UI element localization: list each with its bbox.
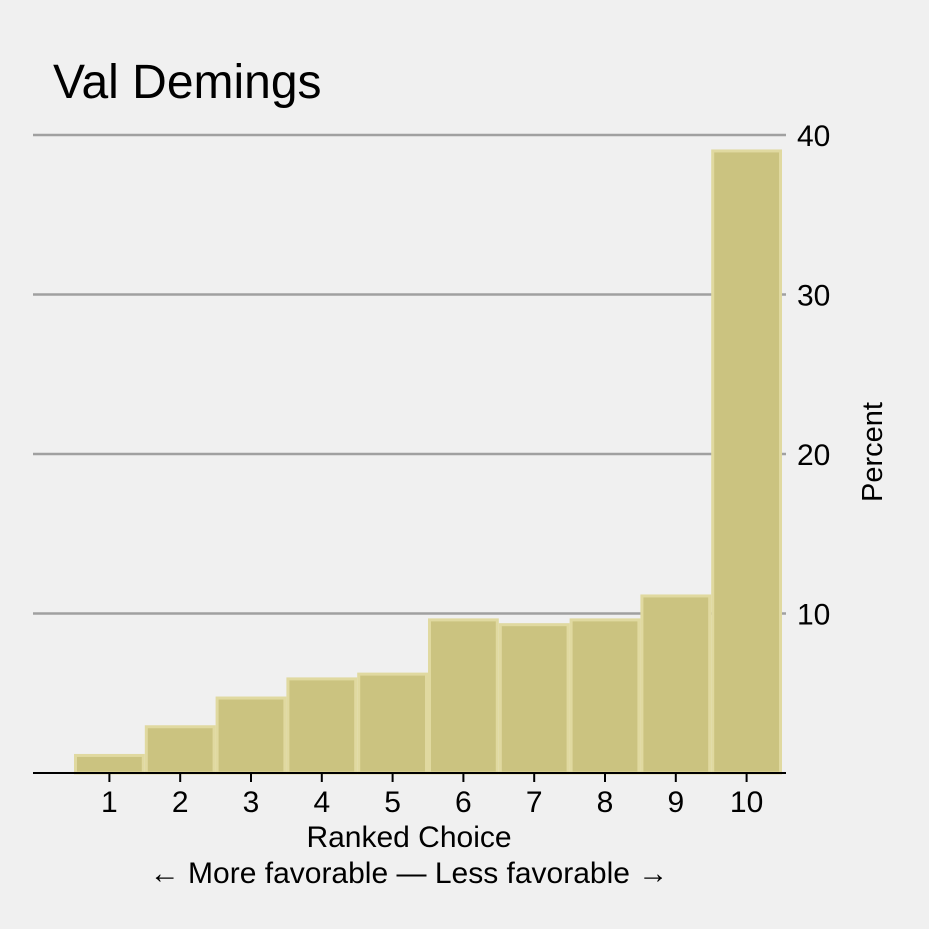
x-tick-label: 4 bbox=[313, 786, 330, 819]
bar bbox=[74, 753, 145, 775]
x-tick-label: 6 bbox=[455, 786, 472, 819]
bar bbox=[569, 618, 641, 775]
x-tick-label: 7 bbox=[526, 786, 543, 819]
y-tick-label: 40 bbox=[797, 120, 830, 153]
y-tick-label: 10 bbox=[797, 599, 830, 632]
y-axis-label: Percent bbox=[857, 402, 889, 502]
y-tick-label: 20 bbox=[797, 439, 830, 472]
bar bbox=[144, 725, 216, 775]
x-tick-label: 8 bbox=[597, 786, 614, 819]
bar bbox=[286, 677, 358, 775]
x-tick-label: 5 bbox=[384, 786, 401, 819]
x-tick-label: 10 bbox=[730, 786, 763, 819]
x-axis-sublabel: ← More favorable — Less favorable → bbox=[150, 857, 669, 890]
x-tick-label: 1 bbox=[101, 786, 118, 819]
bar bbox=[428, 618, 499, 775]
bar bbox=[215, 696, 287, 775]
bar bbox=[357, 672, 429, 775]
y-tick-label: 30 bbox=[797, 280, 830, 313]
bar bbox=[711, 149, 783, 775]
bar bbox=[640, 594, 712, 775]
bar bbox=[498, 623, 570, 775]
chart-title: Val Demings bbox=[53, 56, 322, 109]
x-tick-label: 9 bbox=[667, 786, 684, 819]
x-axis-label: Ranked Choice bbox=[306, 821, 511, 854]
x-tick-label: 3 bbox=[243, 786, 260, 819]
x-ticks: 1 2 3 4 5 6 7 8 9 10 bbox=[101, 773, 763, 819]
y-ticks: 10 20 30 40 bbox=[797, 120, 830, 632]
x-tick-label: 2 bbox=[172, 786, 189, 819]
